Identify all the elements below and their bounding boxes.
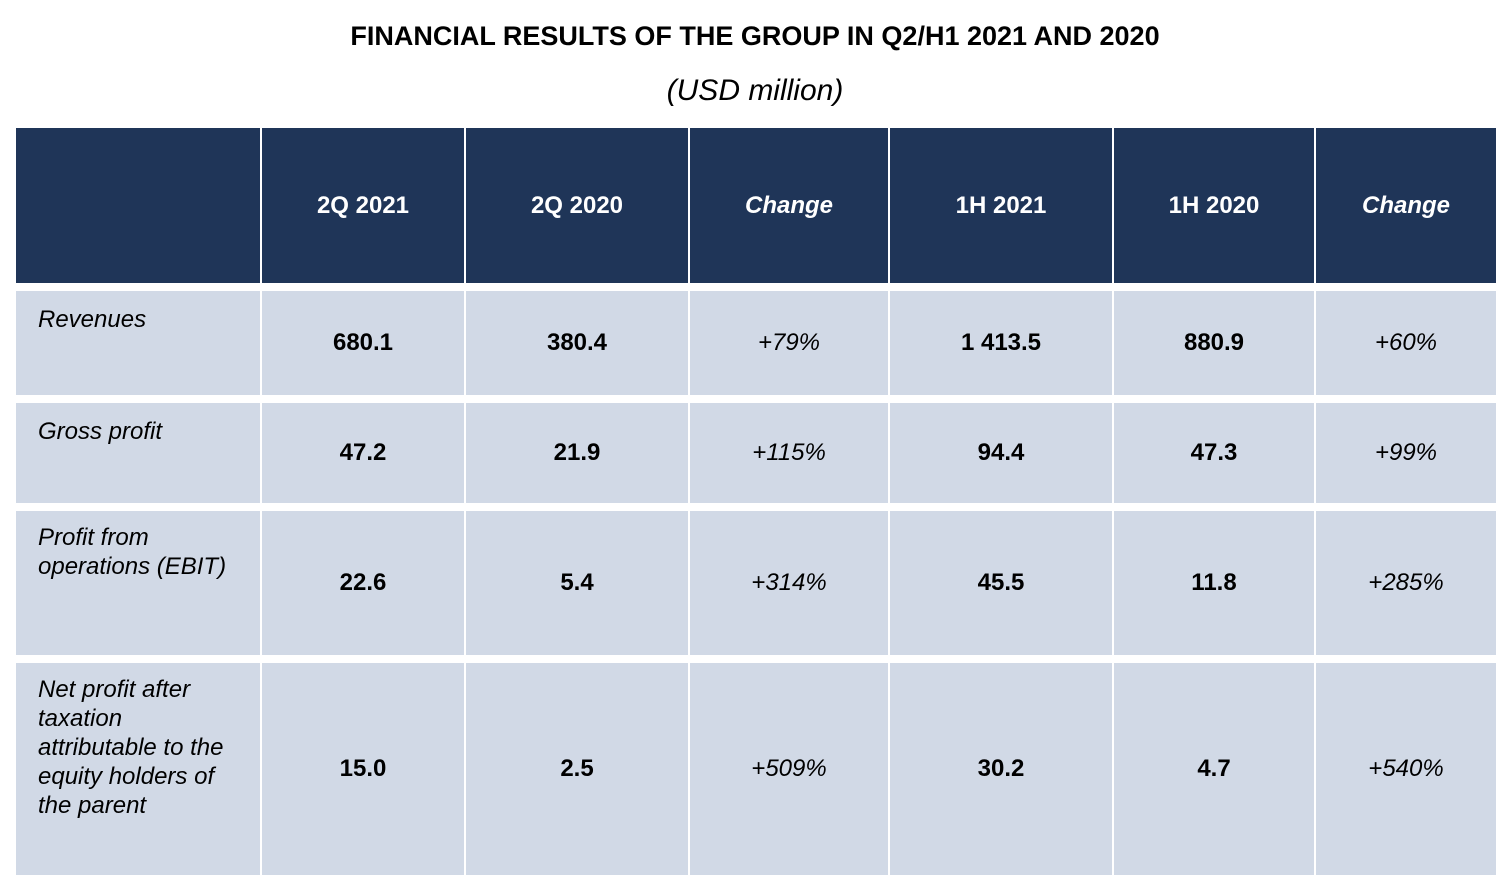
header-cell-empty (14, 126, 262, 285)
table-row: Gross profit 47.2 21.9 +115% 94.4 47.3 +… (14, 401, 1498, 505)
header-cell-2q-2021: 2Q 2021 (260, 126, 466, 285)
cell-2q-2020: 2.5 (464, 661, 690, 877)
report-subtitle: (USD million) (666, 74, 844, 107)
header-cell-1h-2021: 1H 2021 (888, 126, 1114, 285)
table-row: Net profit after taxation attributable t… (14, 661, 1498, 877)
cell-1h-2020: 4.7 (1112, 661, 1316, 877)
table-row: Profit from operations (EBIT) 22.6 5.4 +… (14, 509, 1498, 657)
cell-1h-2021: 30.2 (888, 661, 1114, 877)
cell-1h-2020: 11.8 (1112, 509, 1316, 657)
cell-2q-2021: 680.1 (260, 289, 466, 397)
cell-2q-2020: 21.9 (464, 401, 690, 505)
cell-1h-2021: 1 413.5 (888, 289, 1114, 397)
row-label: Net profit after taxation attributable t… (14, 661, 262, 877)
header-cell-1h-2020: 1H 2020 (1112, 126, 1316, 285)
cell-2q-2021: 22.6 (260, 509, 466, 657)
header-row: 2Q 2021 2Q 2020 Change 1H 2021 1H 2020 C… (14, 126, 1498, 285)
cell-2q-2020: 380.4 (464, 289, 690, 397)
header-cell-2q-2020: 2Q 2020 (464, 126, 690, 285)
cell-1h-change: +540% (1314, 661, 1498, 877)
row-label: Revenues (14, 289, 262, 397)
row-label: Gross profit (14, 401, 262, 505)
row-label: Profit from operations (EBIT) (14, 509, 262, 657)
cell-1h-2020: 47.3 (1112, 401, 1316, 505)
cell-1h-2021: 94.4 (888, 401, 1114, 505)
cell-2q-change: +79% (688, 289, 890, 397)
cell-1h-change: +285% (1314, 509, 1498, 657)
table-row: Revenues 680.1 380.4 +79% 1 413.5 880.9 … (14, 289, 1498, 397)
cell-2q-change: +509% (688, 661, 890, 877)
cell-2q-change: +115% (688, 401, 890, 505)
financial-results-table: 2Q 2021 2Q 2020 Change 1H 2021 1H 2020 C… (14, 126, 1498, 877)
report-title: FINANCIAL RESULTS OF THE GROUP IN Q2/H1 … (350, 21, 1160, 51)
cell-2q-2021: 47.2 (260, 401, 466, 505)
header-cell-2q-change: Change (688, 126, 890, 285)
cell-1h-change: +60% (1314, 289, 1498, 397)
cell-2q-2020: 5.4 (464, 509, 690, 657)
cell-1h-2020: 880.9 (1112, 289, 1316, 397)
cell-1h-2021: 45.5 (888, 509, 1114, 657)
cell-2q-2021: 15.0 (260, 661, 466, 877)
header-cell-1h-change: Change (1314, 126, 1498, 285)
cell-1h-change: +99% (1314, 401, 1498, 505)
cell-2q-change: +314% (688, 509, 890, 657)
